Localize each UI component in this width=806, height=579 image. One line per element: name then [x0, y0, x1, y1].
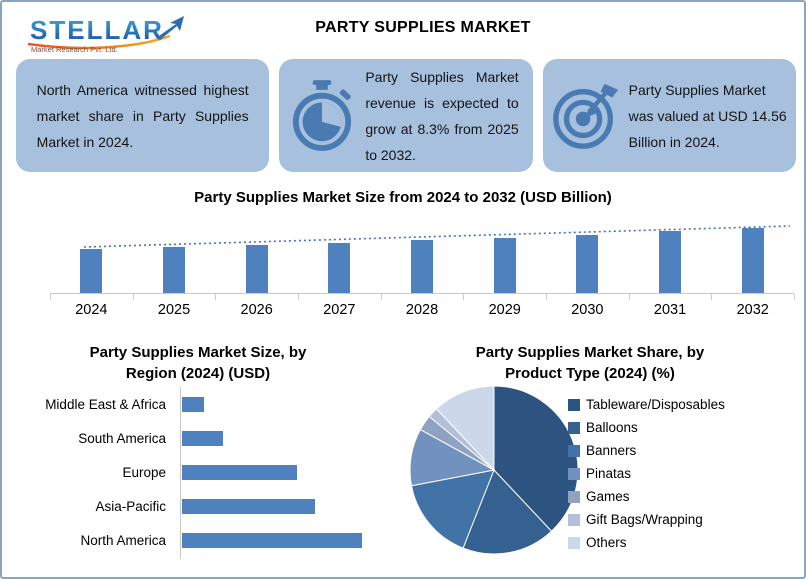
pie-slice: Banners: 16%	[410, 469, 495, 549]
region-bar-chart: Middle East & Africa South America Europe A…	[16, 387, 408, 559]
pie-slice: Others: 12%	[435, 385, 495, 472]
legend-item: Games	[568, 485, 725, 508]
region-label: Europe	[122, 464, 166, 480]
region-row: Middle East & Africa	[16, 396, 408, 412]
legend-label: Balloons	[586, 420, 638, 435]
region-bar	[182, 464, 298, 480]
legend-item: Tableware/Disposables	[568, 393, 725, 416]
year-bar	[163, 247, 185, 293]
pie-slice: Balloons: 18%	[462, 469, 553, 555]
year-bar	[411, 240, 433, 293]
yearly-chart-x-axis: 2024 2025 2026 2027 2028 2029 2030 2031 2032	[50, 302, 794, 318]
axis-tick	[50, 294, 51, 300]
year-bar	[328, 242, 351, 293]
axis-tick	[628, 294, 630, 300]
year-label: 2030	[571, 302, 604, 318]
logo-text: STELLAR	[30, 15, 164, 45]
legend-swatch	[568, 513, 580, 526]
year-bar	[80, 249, 103, 293]
legend-item: Others	[568, 531, 725, 554]
year-bar	[576, 234, 599, 293]
region-bar	[182, 396, 204, 412]
region-label: North America	[80, 532, 166, 548]
highlight-box-growth: Party Supplies Market revenue is expecte…	[279, 59, 533, 172]
legend-label: Banners	[586, 443, 637, 458]
year-bar	[659, 231, 681, 293]
legend-label: Pinatas	[586, 466, 632, 481]
logo-arrow-icon	[156, 16, 184, 40]
stellar-logo: STELLAR Market Research Pvt. Ltd.	[27, 15, 184, 54]
highlight-box-north-america: North America witnessed highest market s…	[16, 59, 270, 172]
year-label: 2025	[157, 302, 191, 318]
legend-swatch	[568, 490, 580, 503]
legend-item: Pinatas	[568, 462, 725, 485]
year-label: 2027	[323, 302, 356, 318]
target-dart-icon	[543, 80, 629, 152]
axis-tick	[794, 294, 795, 300]
legend-label: Games	[586, 489, 630, 504]
region-row: North America	[16, 532, 408, 548]
highlight-text: Party Supplies Market revenue is expecte…	[365, 68, 519, 163]
product-type-pie-chart: Tableware/Disposables: 38%Balloons: 18%B…	[409, 385, 579, 555]
axis-tick	[711, 294, 713, 300]
legend-swatch	[568, 444, 580, 457]
legend-swatch	[568, 421, 580, 434]
region-label: Asia-Pacific	[95, 498, 166, 514]
legend-swatch	[568, 536, 580, 549]
region-bar	[182, 430, 224, 446]
year-bar	[493, 237, 516, 293]
highlight-text: North America witnessed highest market s…	[36, 81, 249, 150]
legend-label: Gift Bags/Wrapping	[586, 512, 703, 527]
yearly-chart-title: Party Supplies Market Size from 2024 to …	[194, 189, 612, 206]
page-title: PARTY SUPPLIES MARKET	[315, 19, 531, 36]
year-bar	[245, 244, 268, 293]
logo-tagline: Market Research Pvt. Ltd.	[31, 45, 118, 54]
year-label: 2024	[75, 302, 108, 318]
year-label: 2029	[488, 302, 521, 318]
legend-label: Tableware/Disposables	[586, 397, 725, 412]
legend-swatch	[568, 398, 580, 411]
legend-item: Banners	[568, 439, 725, 462]
region-row: Asia-Pacific	[16, 498, 408, 514]
region-label: South America	[78, 430, 166, 446]
region-row: South America	[16, 430, 408, 446]
highlight-box-valuation: Party Supplies Market was valued at USD …	[542, 59, 796, 172]
pie-slice: Tableware/Disposables: 38%	[493, 385, 579, 532]
year-label: 2032	[736, 302, 769, 318]
year-label: 2026	[240, 302, 273, 318]
highlight-boxes: North America witnessed highest market s…	[16, 59, 796, 172]
region-label: Middle East & Africa	[45, 396, 166, 412]
axis-tick	[132, 294, 134, 300]
legend-item: Balloons	[568, 416, 725, 439]
axis-tick	[380, 294, 382, 300]
year-label: 2028	[405, 302, 439, 318]
region-bar	[182, 498, 316, 514]
year-label: 2031	[653, 302, 687, 318]
region-chart-axis	[180, 387, 181, 559]
year-bar	[741, 228, 764, 293]
axis-tick	[463, 294, 465, 300]
yearly-bar-chart	[50, 212, 795, 300]
axis-tick	[546, 294, 547, 300]
legend-swatch	[568, 467, 580, 480]
axis-tick	[215, 294, 217, 300]
pie-chart-title: Party Supplies Market Share, by Product …	[475, 344, 705, 382]
region-row: Europe	[16, 464, 408, 480]
region-bar	[182, 532, 362, 548]
region-chart-title: Party Supplies Market Size, by Region (2…	[89, 344, 307, 382]
pie-legend: Tableware/Disposables Balloons Banners Pina…	[568, 393, 725, 554]
legend-label: Others	[586, 535, 627, 550]
stopwatch-icon	[279, 79, 365, 152]
legend-item: Gift Bags/Wrapping	[568, 508, 725, 531]
highlight-text: Party Supplies Market was valued at USD …	[628, 81, 787, 150]
logo-swoosh	[27, 34, 171, 50]
axis-tick	[298, 294, 299, 300]
